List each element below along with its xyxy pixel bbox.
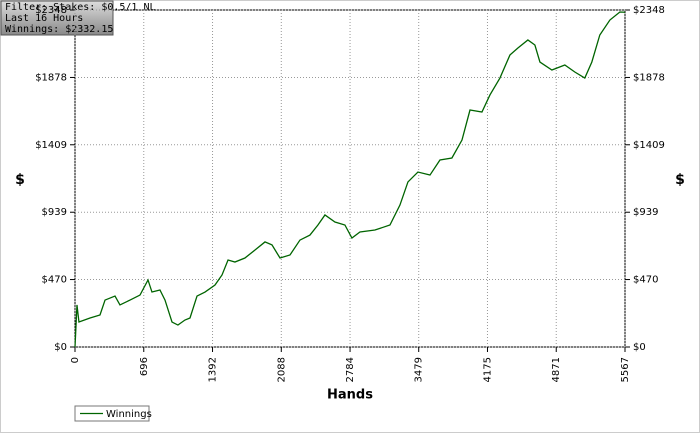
- y-tick-label: $1409: [35, 140, 67, 151]
- y-tick-label: $939: [42, 207, 67, 218]
- x-tick-label: 1392: [208, 357, 219, 382]
- info-text: Filter: Stakes: $0.5/1 NL: [5, 2, 156, 13]
- info-text: Winnings: $2332.15: [5, 24, 113, 35]
- y2-tick-label: $1878: [633, 72, 665, 83]
- y2-tick-label: $470: [633, 275, 658, 286]
- x-tick-label: 4175: [482, 357, 493, 382]
- y-tick-label: $2348: [35, 5, 67, 16]
- y2-axis-label: $: [675, 172, 685, 188]
- y-tick-label: $470: [42, 275, 67, 286]
- y-axis-label: $: [15, 172, 25, 188]
- x-tick-label: 696: [139, 357, 150, 376]
- y2-tick-label: $939: [633, 207, 658, 218]
- y-tick-label: $0: [54, 342, 67, 353]
- line: [74, 11, 626, 348]
- x-tick-label: 2088: [276, 357, 287, 382]
- y2-tick-label: $0: [633, 342, 646, 353]
- info-box: [0, 0, 114, 36]
- y-tick-label: $1878: [35, 72, 67, 83]
- x-tick-label: 5567: [620, 357, 631, 382]
- x-tick-label: 4871: [551, 357, 562, 382]
- legend-label: Winnings: [106, 409, 152, 420]
- x-tick-label: 2784: [345, 357, 356, 382]
- info-text: Last 16 Hours: [5, 13, 83, 24]
- x-tick-label: 3479: [414, 357, 425, 382]
- legend: [74, 405, 150, 422]
- y2-tick-label: $1409: [633, 140, 665, 151]
- x-tick-label: 0: [70, 357, 81, 363]
- x-axis-label: Hands: [327, 388, 373, 403]
- y2-tick-label: $2348: [633, 5, 665, 16]
